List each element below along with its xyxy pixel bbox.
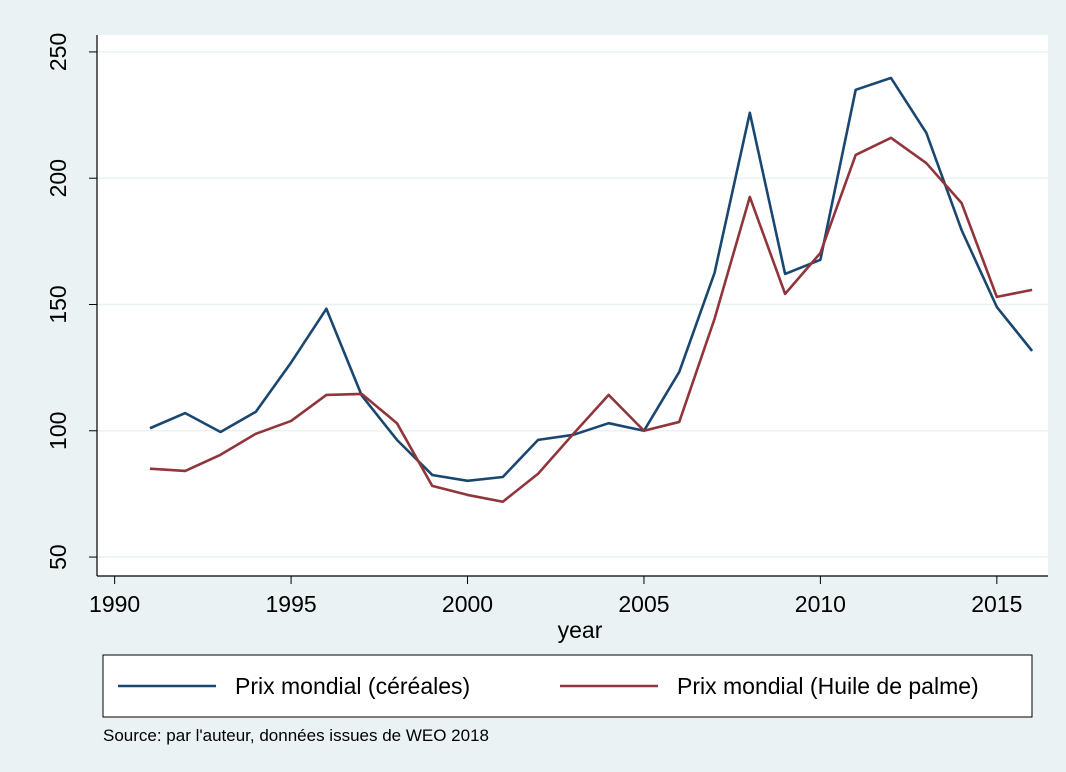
- series-line: [149, 76, 1034, 483]
- source-note: Source: par l'auteur, données issues de …: [103, 726, 489, 745]
- x-tick-label: 1990: [89, 591, 140, 617]
- x-tick-label: 2015: [971, 591, 1022, 617]
- y-tick-label: 100: [45, 412, 71, 450]
- legend-label: Prix mondial (Huile de palme): [677, 673, 979, 699]
- y-tick-label: 250: [45, 33, 71, 71]
- x-tick-label: 2010: [795, 591, 846, 617]
- x-tick-label: 2005: [618, 591, 669, 617]
- x-axis-title: year: [558, 617, 603, 643]
- y-tick-label: 50: [45, 544, 71, 570]
- legend-label: Prix mondial (céréales): [235, 673, 470, 699]
- x-tick-label: 2000: [442, 591, 493, 617]
- series-line: [149, 136, 1033, 504]
- y-tick-label: 150: [45, 285, 71, 323]
- plot-area: [97, 35, 1048, 576]
- y-tick-label: 200: [45, 159, 71, 197]
- x-tick-label: 1995: [265, 591, 316, 617]
